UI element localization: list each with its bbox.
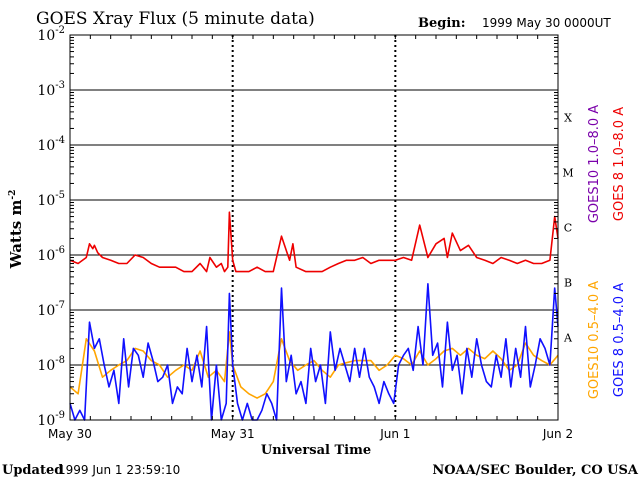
y-tick-label: 10-6 (37, 245, 65, 264)
y-tick-labels: 10-2 10-3 10-4 10-5 10-6 10-7 10-8 10-9 (37, 25, 65, 429)
flare-class-c: C (564, 222, 572, 235)
flare-class-x: X (564, 112, 572, 125)
y-tick-label: 10-7 (37, 300, 65, 319)
legend: GOES10 1.0–8.0 A GOES 8 1.0–8.0 A GOES10… (587, 105, 627, 399)
plot-series (69, 211, 559, 421)
begin-value: 1999 May 30 0000UT (482, 16, 611, 30)
x-tick-label: May 31 (211, 427, 255, 441)
y-axis-label-text: Watts m (7, 200, 25, 270)
flare-class-a: A (563, 332, 573, 345)
x-tick-label: Jun 2 (542, 427, 573, 441)
flare-class-labels: X M C B A (562, 112, 573, 345)
y-tick-label: 10-8 (37, 355, 65, 374)
series-line-2 (69, 282, 559, 421)
legend-goes10-short: GOES10 0.5–4.0 A (587, 281, 602, 399)
flare-class-m: M (562, 167, 573, 180)
y-axis-label-sup: -2 (8, 190, 18, 200)
plot-grid (70, 35, 558, 420)
legend-goes8-short: GOES 8 0.5–4.0 A (612, 283, 627, 397)
footer-credit: NOAA/SEC Boulder, CO USA (432, 463, 639, 478)
updated-label: Updated (2, 463, 63, 478)
legend-goes10-long: GOES10 1.0–8.0 A (587, 105, 602, 223)
plot-frame (69, 34, 559, 421)
y-tick-label: 10-4 (37, 135, 65, 154)
plot-border (69, 34, 559, 421)
x-axis-label: Universal Time (261, 443, 371, 458)
x-tick-label: May 30 (48, 427, 92, 441)
svg-text:Watts m-2: Watts m-2 (7, 190, 25, 270)
y-tick-label: 10-3 (37, 80, 65, 99)
y-tick-label: 10-9 (37, 410, 65, 429)
x-tick-labels: May 30 May 31 Jun 1 Jun 2 (48, 427, 573, 441)
legend-goes8-long: GOES 8 1.0–8.0 A (612, 107, 627, 221)
chart-title: GOES Xray Flux (5 minute data) (36, 9, 315, 29)
y-axis-label: Watts m-2 (7, 190, 25, 270)
begin-label: Begin: (418, 16, 466, 31)
y-tick-label: 10-2 (37, 25, 65, 44)
updated-value: 1999 Jun 1 23:59:10 (58, 463, 180, 477)
flare-class-b: B (564, 277, 572, 290)
series-line-0 (69, 211, 559, 273)
x-tick-label: Jun 1 (379, 427, 410, 441)
y-tick-label: 10-5 (37, 190, 65, 209)
